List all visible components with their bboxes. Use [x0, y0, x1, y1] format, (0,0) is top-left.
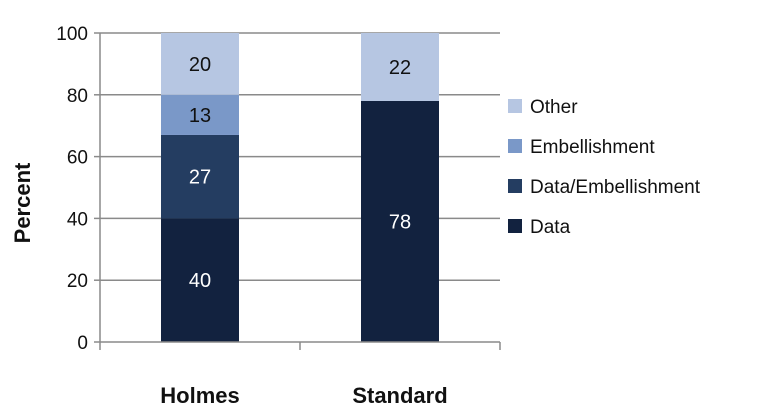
x-category-label: Holmes: [160, 383, 239, 408]
legend-swatch: [508, 179, 522, 193]
data-label: 40: [189, 270, 211, 292]
bar-segment-other: [361, 33, 439, 101]
data-label: 13: [189, 105, 211, 127]
bar-segment-embellishment: [161, 94, 239, 135]
axes: 0 20 40 60 80 100 Holmes Standard: [56, 24, 501, 408]
y-tick-label: 80: [67, 86, 88, 107]
data-label: 20: [189, 54, 211, 76]
y-tick-label: 0: [77, 333, 88, 354]
gridlines: [100, 32, 500, 281]
legend-label: Other: [530, 97, 578, 118]
data-label: 22: [389, 57, 411, 79]
legend-swatch: [508, 219, 522, 233]
legend-swatch: [508, 139, 522, 153]
bar-segment-data-embellishment: [161, 134, 239, 219]
legend-label: Data: [530, 217, 571, 238]
legend: Other Embellishment Data/Embellishment Data: [508, 97, 701, 238]
y-tick-label: 100: [56, 24, 88, 45]
legend-label: Data/Embellishment: [530, 177, 701, 198]
legend-label: Embellishment: [530, 137, 655, 158]
y-tick-label: 20: [67, 271, 88, 292]
x-category-label: Standard: [352, 383, 447, 408]
bar-segment-data: [361, 100, 439, 342]
data-label: 78: [389, 211, 411, 233]
bar-segment-other: [161, 33, 239, 95]
y-axis-title: Percent: [10, 162, 35, 243]
y-tick-label: 60: [67, 148, 88, 169]
y-tick-label: 40: [67, 209, 88, 230]
data-label: 27: [189, 167, 211, 189]
legend-swatch: [508, 99, 522, 113]
bars: 40 27 13 20 78 22: [161, 33, 439, 342]
bar-segment-data: [161, 218, 239, 342]
